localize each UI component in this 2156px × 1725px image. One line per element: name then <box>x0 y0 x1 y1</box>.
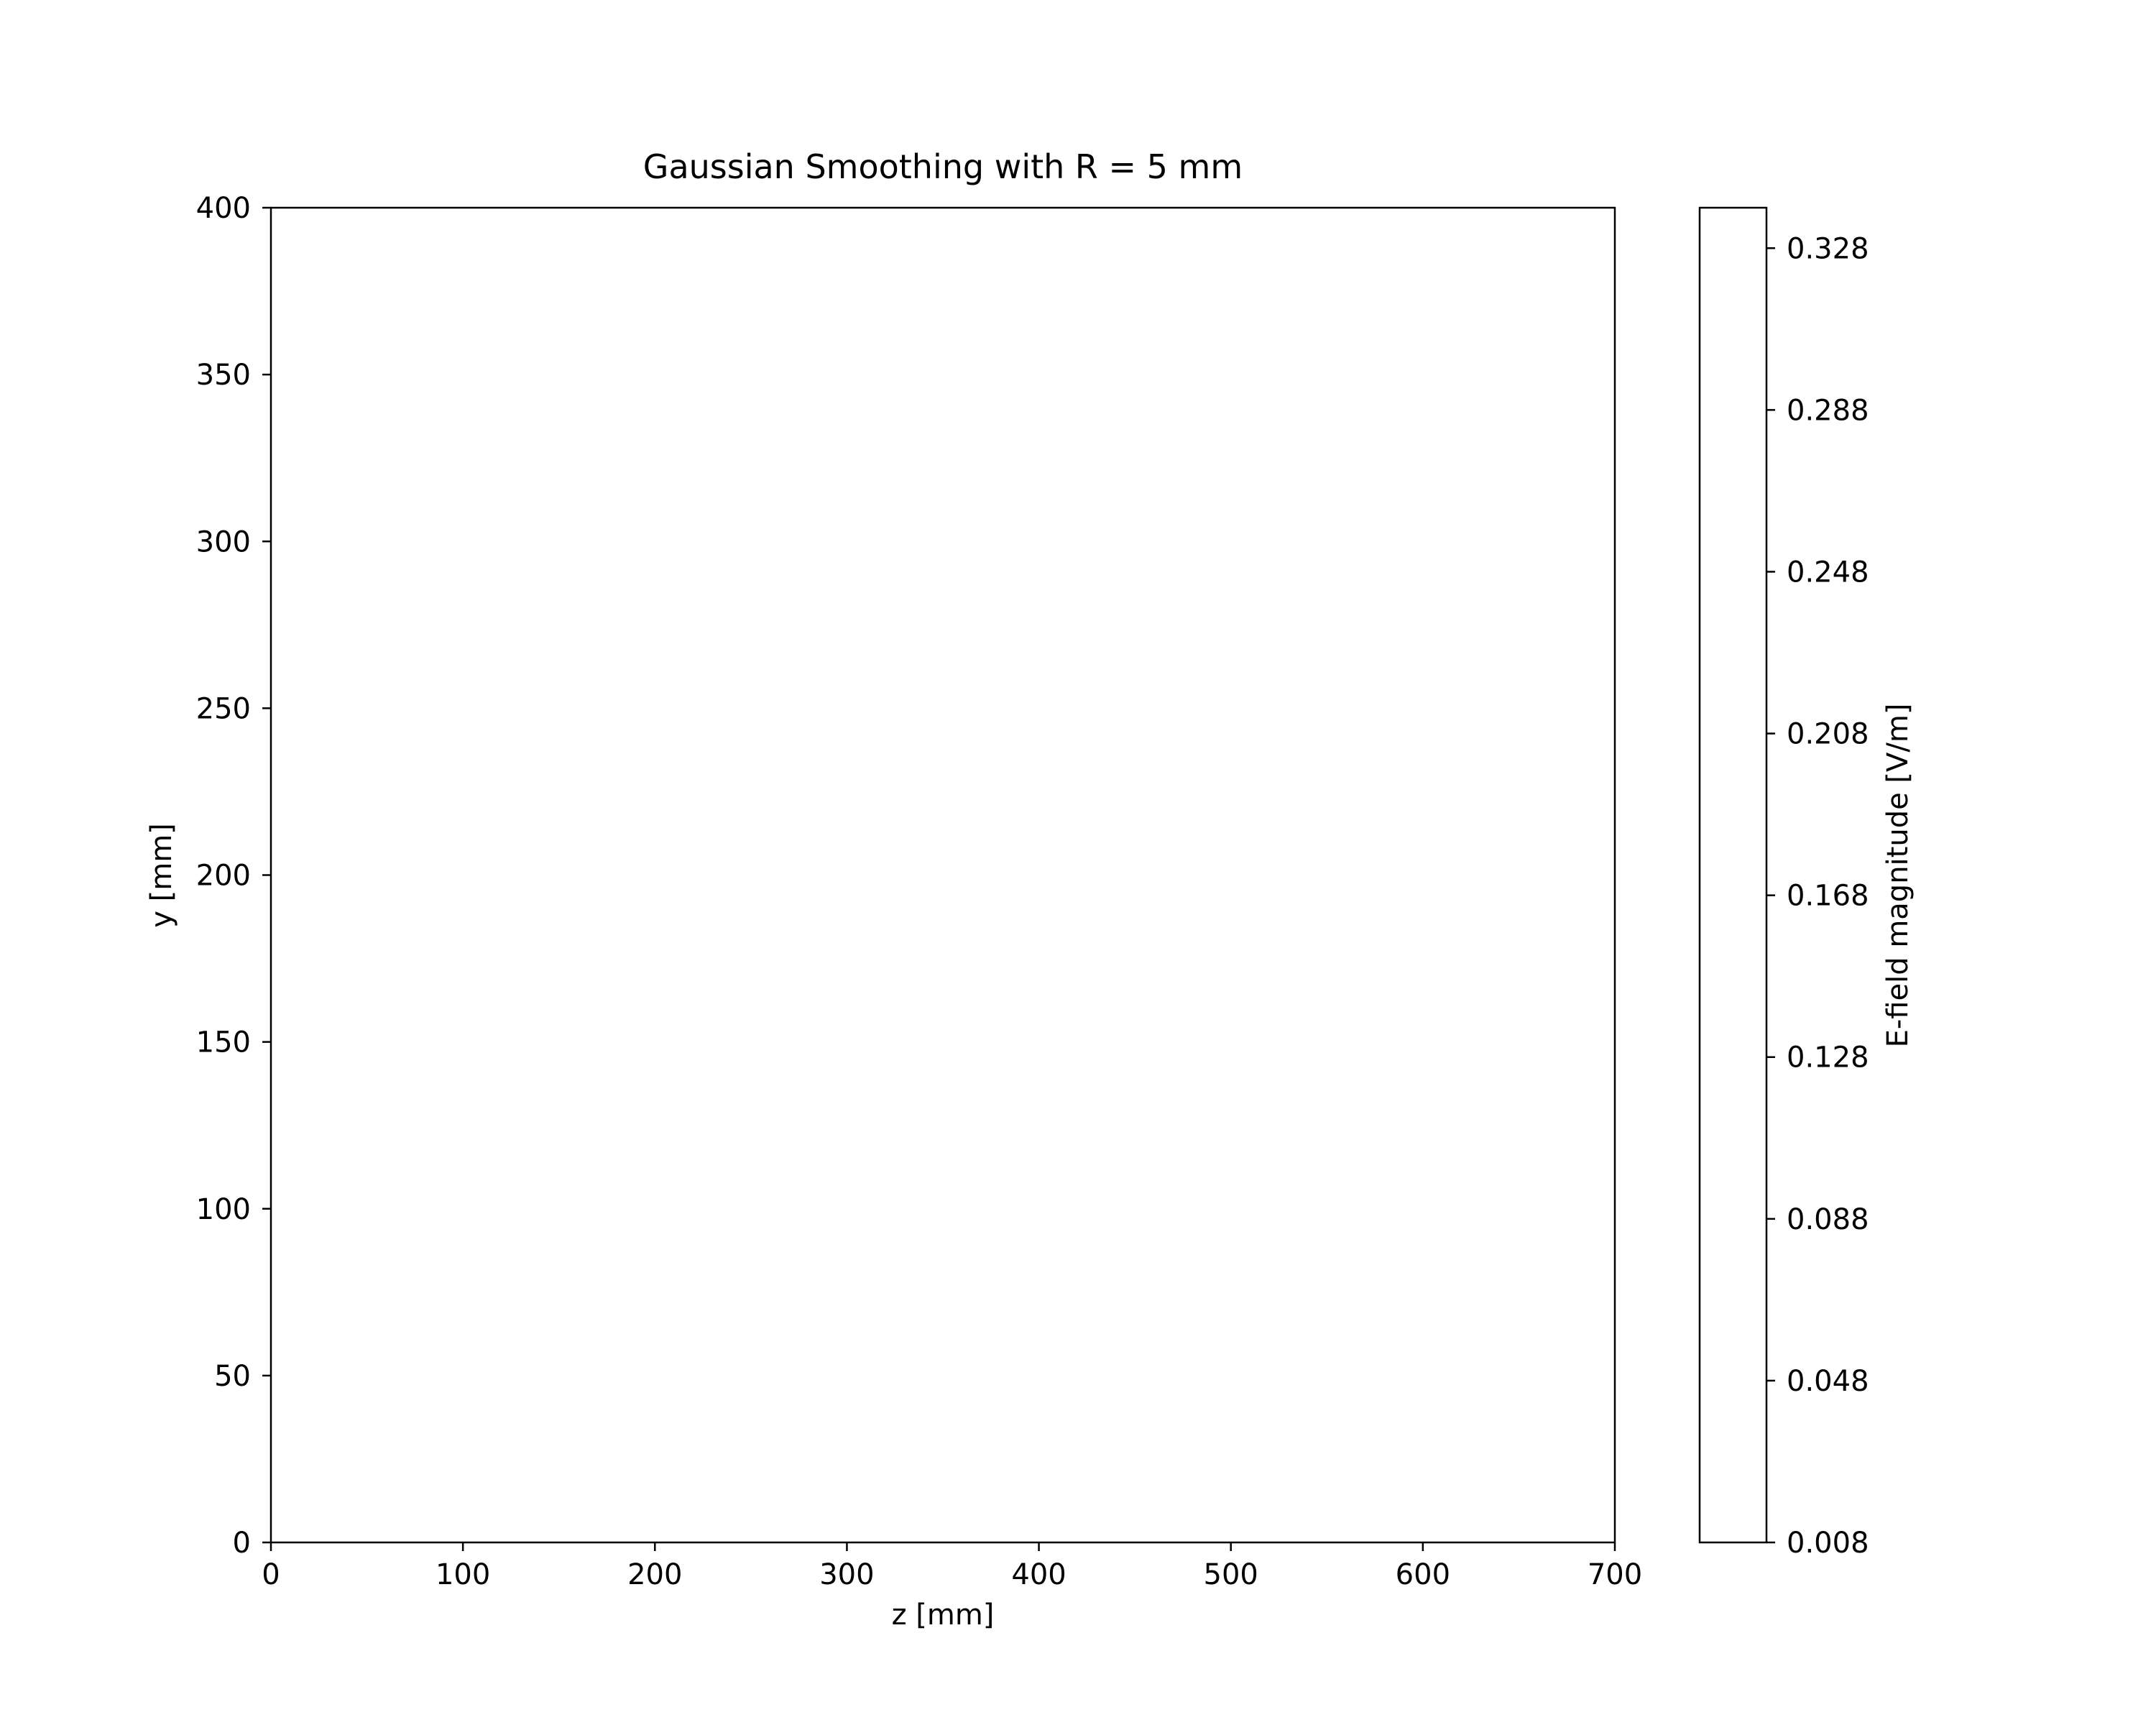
colorbar-tick-label: 0.208 <box>1787 718 1869 751</box>
x-tick-label: 100 <box>436 1558 490 1591</box>
y-tick-label: 350 <box>196 359 251 392</box>
colorbar-tick-label: 0.328 <box>1787 232 1869 265</box>
x-tick-label: 0 <box>262 1558 280 1591</box>
x-tick-label: 400 <box>1011 1558 1066 1591</box>
x-tick-label: 600 <box>1396 1558 1450 1591</box>
plot-area <box>270 206 1616 1544</box>
x-tick-label: 700 <box>1588 1558 1642 1591</box>
y-tick-label: 100 <box>196 1193 251 1226</box>
x-tick-label: 300 <box>819 1558 874 1591</box>
y-tick-label: 400 <box>196 192 251 225</box>
y-tick-label: 300 <box>196 525 251 558</box>
y-axis-label: y [mm] <box>145 823 178 928</box>
colorbar-tick-label: 0.288 <box>1787 394 1869 427</box>
x-tick-label: 200 <box>627 1558 682 1591</box>
colorbar-tick-label: 0.048 <box>1787 1365 1869 1398</box>
colorbar-tick-label: 0.008 <box>1787 1527 1869 1560</box>
y-tick-label: 50 <box>214 1360 251 1393</box>
colorbar-tick-label: 0.168 <box>1787 880 1869 913</box>
y-tick-label: 250 <box>196 692 251 725</box>
x-tick-label: 500 <box>1204 1558 1258 1591</box>
colorbar <box>1698 206 1768 1544</box>
y-tick-label: 0 <box>233 1527 251 1560</box>
colorbar-tick-label: 0.128 <box>1787 1041 1869 1075</box>
y-tick-label: 200 <box>196 860 251 893</box>
colorbar-tick-label: 0.248 <box>1787 556 1869 589</box>
colorbar-label: E-field magnitude [V/m] <box>1881 704 1915 1048</box>
x-axis: 0 100 200 300 400 500 600 700 <box>262 1542 1642 1591</box>
colorbar-axis: 0.008 0.048 0.088 0.128 0.168 0.208 0.248 0.288… <box>1766 232 1869 1560</box>
y-axis: 0 50 100 150 200 250 300 350 400 <box>196 192 271 1560</box>
chart-title: Gaussian Smoothing with R = 5 mm <box>643 147 1243 186</box>
x-axis-label: z [mm] <box>892 1598 995 1632</box>
colorbar-tick-label: 0.088 <box>1787 1203 1869 1236</box>
y-tick-label: 150 <box>196 1026 251 1059</box>
